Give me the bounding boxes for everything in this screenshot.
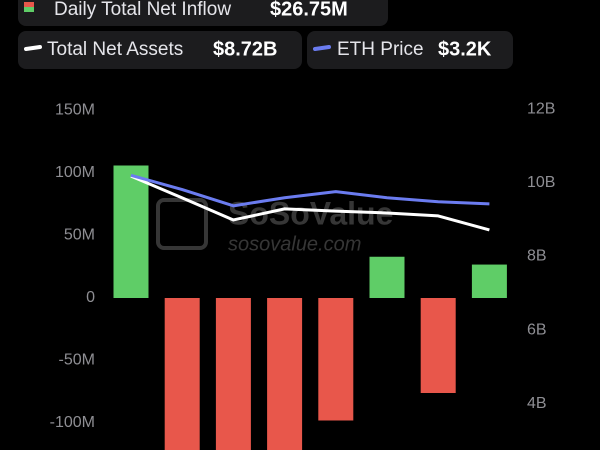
- line: [130, 173, 490, 208]
- y-tick-label: 150M: [55, 102, 95, 119]
- y2-tick-label: 8B: [527, 248, 547, 265]
- y2-tick-label: 12B: [527, 100, 555, 117]
- legend-box: [307, 31, 513, 69]
- bar: [471, 264, 507, 298]
- plot: [113, 165, 507, 450]
- legend-icon: [24, 7, 34, 12]
- watermark-url: sosovalue.com: [228, 233, 361, 255]
- bar: [267, 298, 303, 450]
- watermark-logo: [156, 198, 208, 250]
- y-tick-label: -100M: [50, 414, 95, 431]
- legend-value: $3.2K: [438, 38, 492, 60]
- bar: [164, 298, 200, 450]
- legend-label: ETH Price: [337, 39, 424, 60]
- y2-tick-label: 4B: [527, 395, 547, 412]
- y-tick-label: 50M: [64, 227, 95, 244]
- legend-box: [18, 31, 302, 69]
- legend-value: $26.75M: [270, 0, 348, 20]
- y-tick-label: 100M: [55, 164, 95, 181]
- legend-icon: [24, 2, 34, 7]
- y2-tick-label: 6B: [527, 321, 547, 338]
- bar: [318, 298, 354, 421]
- bar: [113, 165, 149, 298]
- line: [130, 174, 490, 232]
- y-tick-label: 0: [86, 289, 95, 306]
- legend-value: $8.72B: [213, 38, 278, 60]
- legend-icon: [24, 45, 42, 51]
- legend-icon: [313, 45, 331, 51]
- y2-tick-label: 10B: [527, 174, 555, 191]
- legend-box: [18, 0, 388, 26]
- bar: [215, 298, 251, 450]
- bar: [369, 256, 405, 298]
- legend-label: Daily Total Net Inflow: [54, 0, 231, 20]
- y-tick-label: -50M: [59, 352, 95, 369]
- legend-label: Total Net Assets: [47, 39, 183, 60]
- bar: [420, 298, 456, 393]
